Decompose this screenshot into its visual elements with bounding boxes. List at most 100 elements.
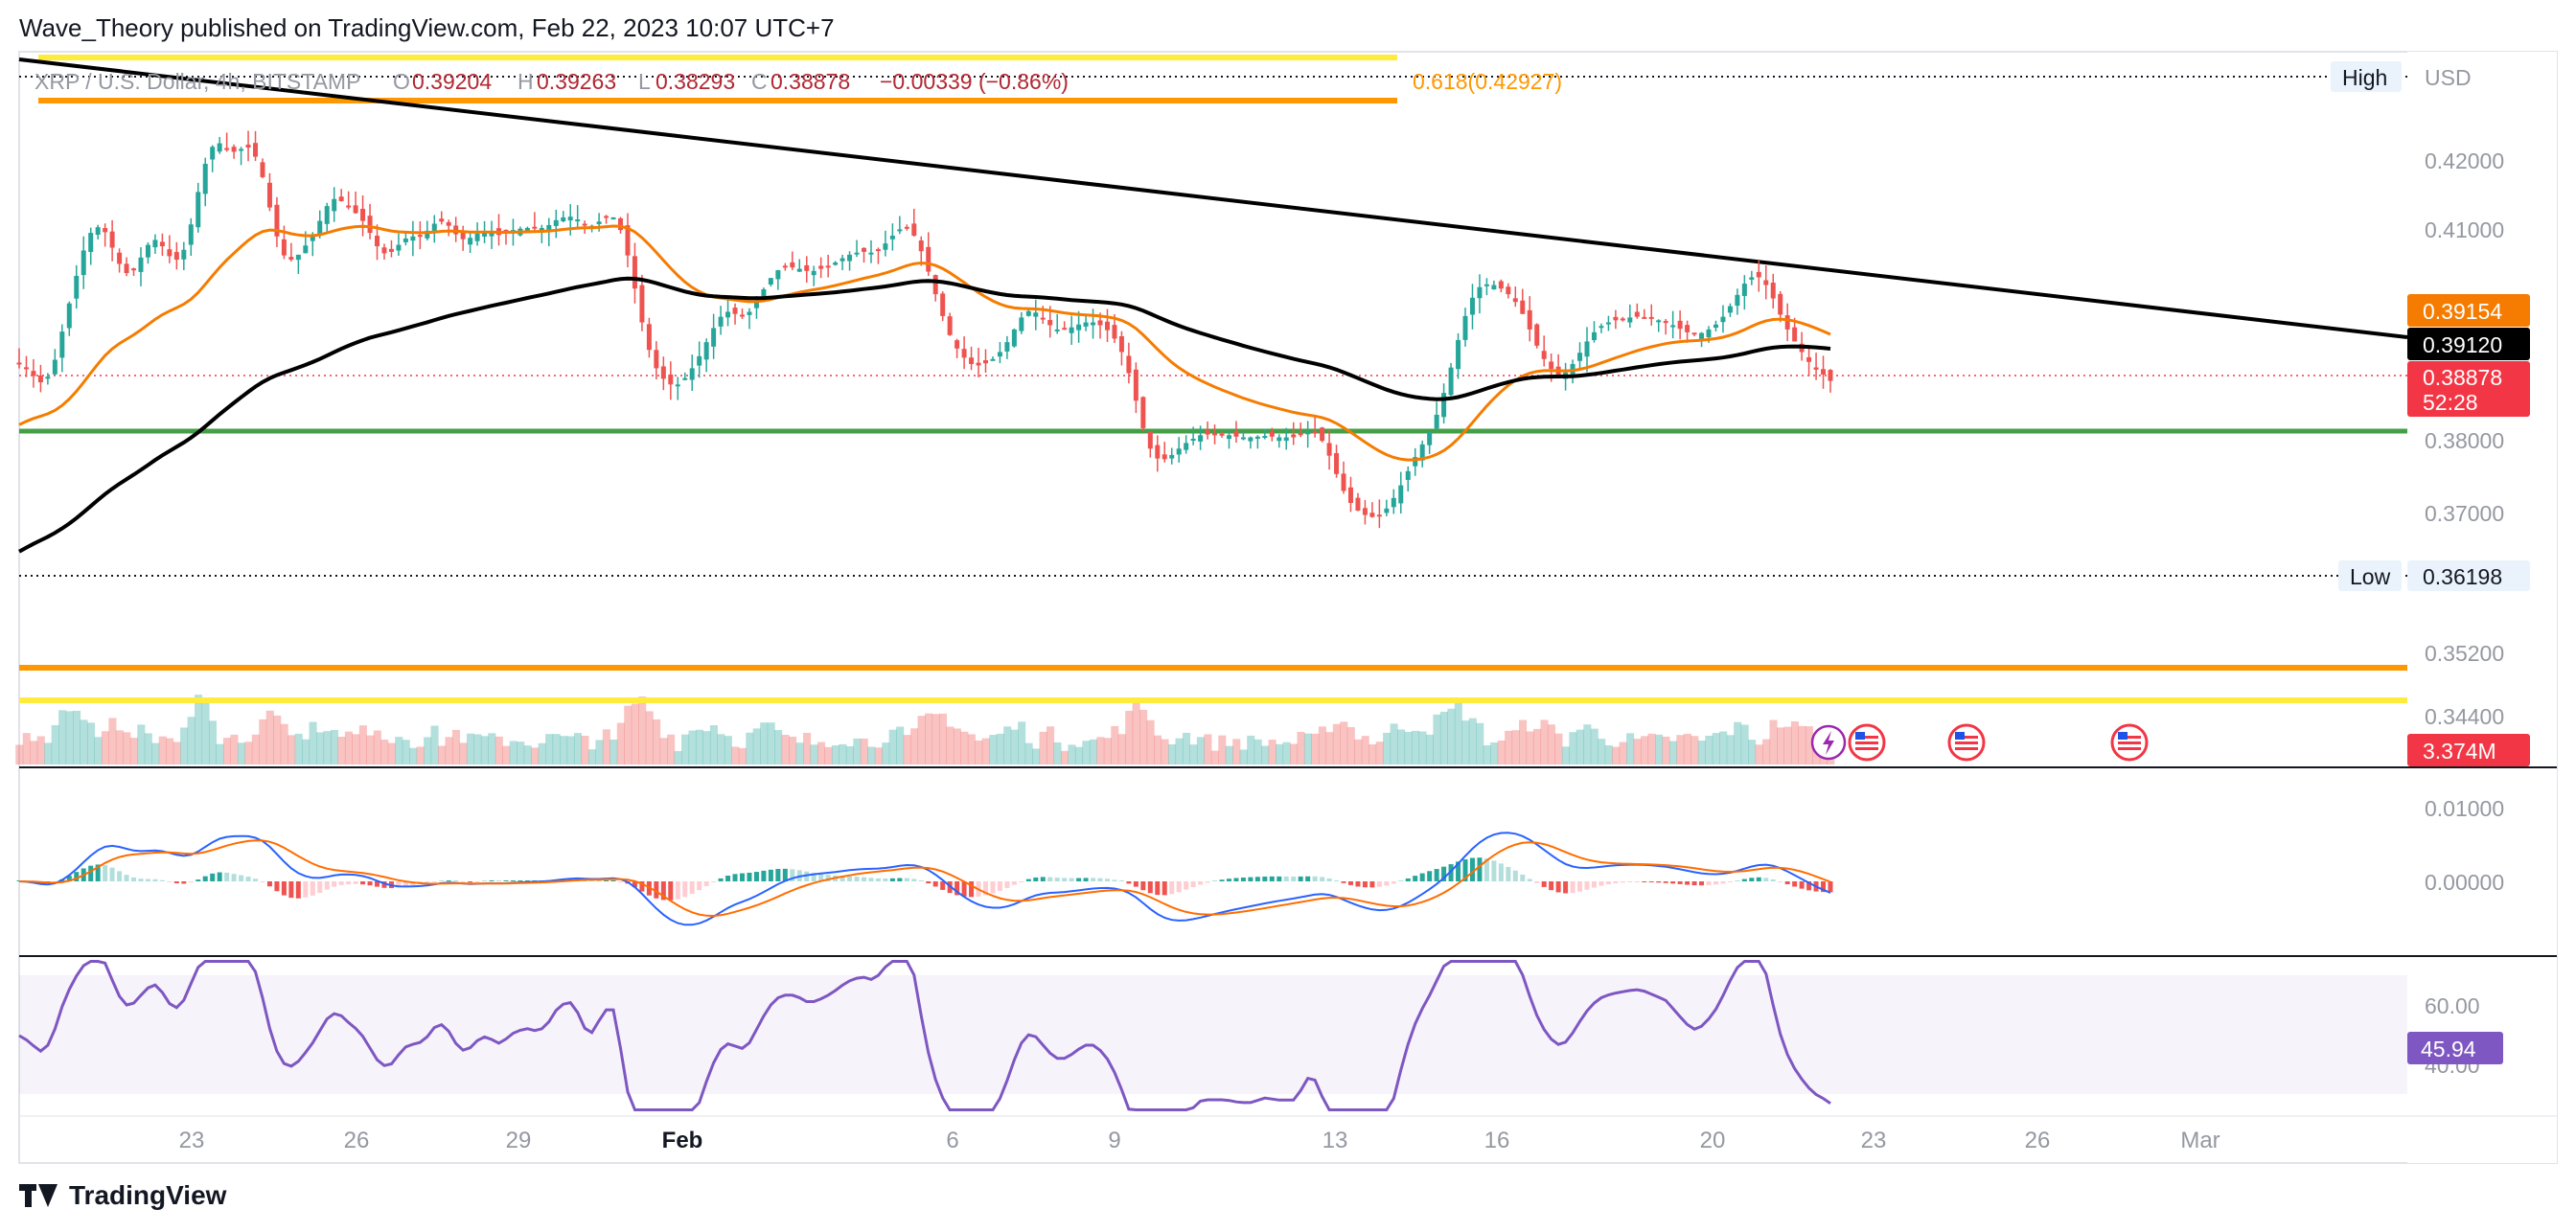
candle-body bbox=[138, 257, 144, 272]
volume-bar bbox=[981, 738, 990, 764]
volume-bar bbox=[953, 728, 961, 764]
volume-bar bbox=[1082, 741, 1091, 764]
volume-bar bbox=[888, 729, 897, 764]
volume-bar bbox=[123, 732, 131, 764]
price-tick-label: 0.35200 bbox=[2425, 641, 2504, 666]
volume-bar bbox=[645, 711, 654, 764]
volume-bar bbox=[1404, 731, 1413, 764]
volume-bar bbox=[1046, 726, 1055, 764]
volume-bar bbox=[681, 734, 690, 764]
macd-hist-bar bbox=[1248, 877, 1254, 881]
candle-body bbox=[840, 258, 845, 262]
volume-bar bbox=[1483, 745, 1491, 764]
volume-bar bbox=[1619, 741, 1627, 764]
us-flag-icon[interactable] bbox=[1848, 723, 1886, 762]
macd-hist-bar bbox=[1699, 881, 1705, 886]
candle-body bbox=[145, 244, 150, 258]
volume-bar bbox=[244, 741, 253, 764]
macd-hist-bar bbox=[202, 876, 208, 881]
macd-hist-bar bbox=[496, 880, 502, 881]
us-flag-icon[interactable] bbox=[1947, 723, 1986, 762]
volume-bar bbox=[1039, 731, 1047, 764]
volume-bar bbox=[309, 721, 317, 764]
volume-bar bbox=[387, 742, 396, 764]
currency-label: USD bbox=[2425, 65, 2472, 90]
volume-bar bbox=[1346, 727, 1355, 764]
volume-bar bbox=[480, 736, 489, 764]
macd-hist-bar bbox=[117, 871, 123, 881]
macd-histogram bbox=[16, 857, 1833, 901]
volume-bar bbox=[538, 742, 546, 764]
candle-body bbox=[1677, 320, 1683, 330]
candle-body bbox=[375, 236, 380, 247]
volume-bar bbox=[94, 737, 103, 764]
macd-hist-bar bbox=[1770, 878, 1776, 881]
volume-bar bbox=[22, 733, 31, 764]
earnings-event-icon[interactable] bbox=[1810, 724, 1847, 761]
candle-body bbox=[1821, 369, 1827, 376]
candle-body bbox=[52, 359, 58, 375]
trading-chart[interactable]: XRP / U.S. Dollar, 4h, BITSTAMP O 0.3920… bbox=[0, 0, 2576, 1178]
candle-body bbox=[811, 270, 816, 276]
candle-body bbox=[1047, 320, 1053, 326]
volume-bar bbox=[473, 734, 482, 764]
macd-hist-bar bbox=[460, 881, 466, 882]
macd-hist-bar bbox=[1713, 881, 1718, 885]
candle-body bbox=[188, 224, 194, 245]
macd-hist-bar bbox=[239, 875, 244, 881]
candle-body bbox=[103, 228, 108, 233]
candle-body bbox=[1584, 341, 1590, 357]
candle-body bbox=[1419, 444, 1425, 461]
macd-hist-bar bbox=[990, 881, 996, 894]
volume-bar bbox=[273, 715, 282, 764]
candle-body bbox=[210, 147, 216, 160]
tradingview-brand[interactable]: TradingView bbox=[19, 1180, 226, 1211]
price-tick-label: 0.41000 bbox=[2425, 217, 2504, 242]
volume-bar bbox=[1439, 711, 1448, 764]
volume-bar bbox=[803, 732, 812, 764]
macd-hist-bar bbox=[1756, 877, 1761, 881]
high-marker: High bbox=[2342, 65, 2387, 90]
candle-body bbox=[1347, 487, 1353, 503]
candle-body bbox=[439, 218, 445, 222]
candle-body bbox=[431, 223, 437, 231]
volume-bar bbox=[373, 730, 381, 764]
macd-hist-bar bbox=[1069, 878, 1074, 881]
candle-body bbox=[1262, 436, 1268, 439]
macd-hist-bar bbox=[1025, 878, 1031, 881]
candle-body bbox=[196, 192, 201, 228]
candle-body bbox=[833, 262, 839, 265]
candle-body bbox=[796, 268, 802, 272]
volume-bar bbox=[731, 746, 740, 764]
macd-hist-bar bbox=[210, 873, 216, 881]
us-flag-icon[interactable] bbox=[2110, 723, 2149, 762]
macd-hist-bar bbox=[1584, 881, 1590, 890]
candle-body bbox=[59, 331, 65, 358]
volume-bar bbox=[1547, 724, 1555, 764]
macd-hist-bar bbox=[604, 880, 610, 881]
macd-hist-bar bbox=[1262, 876, 1268, 881]
macd-hist-bar bbox=[1398, 880, 1404, 881]
macd-hist-bar bbox=[524, 880, 530, 881]
macd-hist-bar bbox=[1634, 881, 1640, 882]
volume-bar bbox=[65, 711, 74, 764]
volume-bar bbox=[502, 745, 511, 764]
downtrend-line[interactable] bbox=[18, 57, 2408, 339]
macd-hist-bar bbox=[1004, 881, 1010, 888]
macd-hist-bar bbox=[138, 878, 144, 881]
volume-bar bbox=[1232, 739, 1241, 764]
legend-close: 0.38878 bbox=[770, 69, 850, 94]
volume-bar bbox=[874, 747, 883, 764]
candle-body bbox=[697, 355, 702, 366]
macd-hist-bar bbox=[1233, 878, 1239, 881]
macd-hist-bar bbox=[1434, 869, 1439, 881]
candle-body bbox=[1462, 315, 1468, 340]
volume-bar bbox=[896, 726, 905, 764]
macd-hist-bar bbox=[804, 871, 810, 881]
candle-body bbox=[1240, 437, 1246, 440]
macd-hist-bar bbox=[1605, 881, 1611, 885]
candle-body bbox=[402, 238, 408, 242]
volume-bar bbox=[137, 724, 146, 764]
macd-hist-bar bbox=[1520, 874, 1526, 881]
candle-body bbox=[66, 303, 72, 329]
